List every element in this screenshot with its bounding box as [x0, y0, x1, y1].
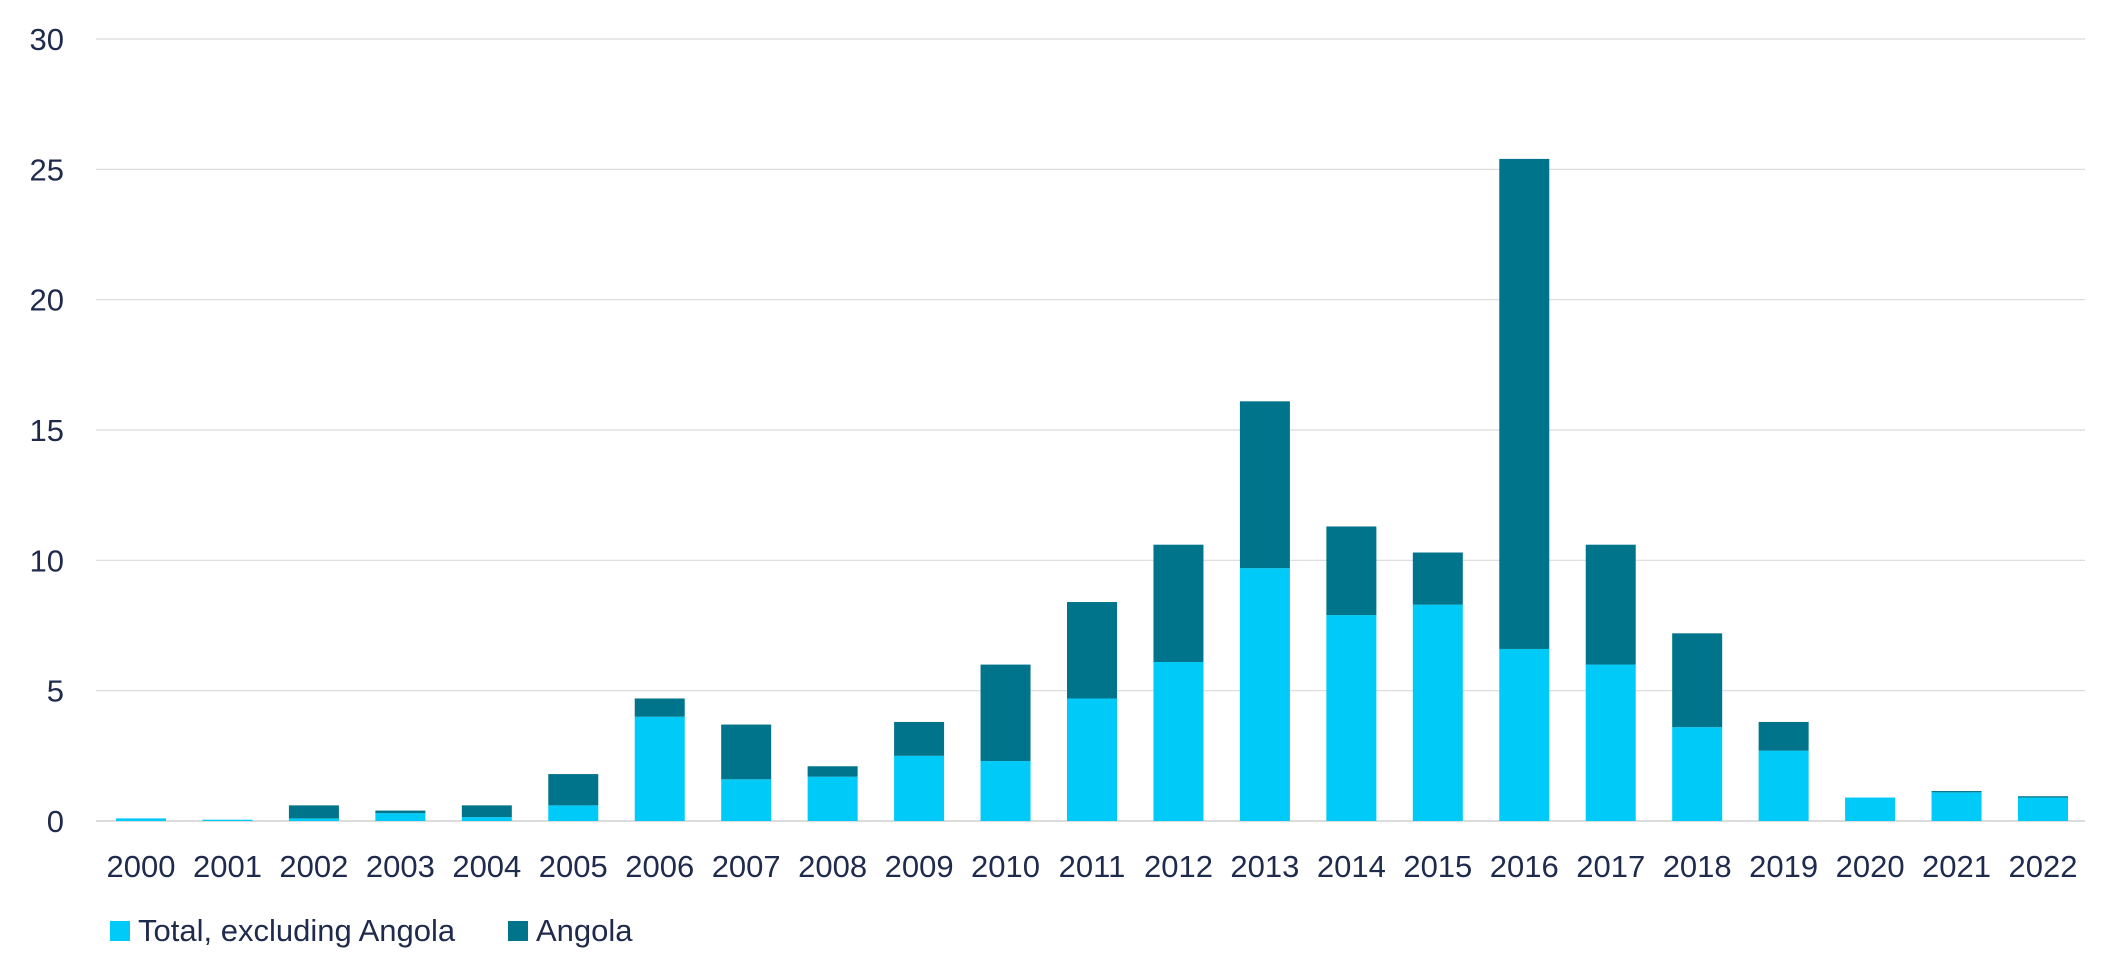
- bar-total-excluding-angola-2014: [1326, 615, 1377, 821]
- x-tick-label: 2012: [1144, 849, 1213, 884]
- bar-angola-2017: [1585, 544, 1636, 665]
- bar-total-excluding-angola-2019: [1758, 750, 1809, 821]
- bar-angola-2007: [721, 724, 772, 780]
- bar-total-excluding-angola-2016: [1499, 648, 1550, 821]
- bar-total-excluding-angola-2004: [461, 817, 512, 821]
- x-tick-label: 2002: [279, 849, 348, 884]
- legend-label: Total, excluding Angola: [138, 913, 456, 948]
- y-tick-label: 25: [30, 152, 64, 187]
- y-axis: 0 5 10 15 20 25 30: [30, 22, 64, 839]
- x-tick-label: 2006: [625, 849, 694, 884]
- y-tick-label: 0: [47, 804, 64, 839]
- bar-total-excluding-angola-2020: [1845, 797, 1896, 821]
- x-tick-label: 2004: [452, 849, 521, 884]
- y-tick-label: 15: [30, 413, 64, 448]
- x-tick-label: 2009: [885, 849, 954, 884]
- x-tick-label: 2008: [798, 849, 867, 884]
- bar-total-excluding-angola-2010: [980, 761, 1031, 821]
- bar-total-excluding-angola-2001: [202, 819, 253, 821]
- bar-total-excluding-angola-2017: [1585, 664, 1636, 821]
- y-tick-label: 5: [47, 674, 64, 709]
- bar-angola-2006: [634, 698, 685, 717]
- bar-angola-2021: [1931, 791, 1982, 793]
- bar-angola-2022: [2018, 796, 2068, 798]
- x-tick-label: 2021: [1922, 849, 1991, 884]
- bar-total-excluding-angola-2008: [807, 776, 858, 821]
- legend-label: Angola: [536, 913, 633, 948]
- legend: Total, excluding Angola Angola: [110, 913, 633, 948]
- bar-angola-2019: [1758, 721, 1809, 751]
- bar-angola-2008: [807, 766, 858, 777]
- bar-angola-2003: [375, 810, 426, 814]
- bar-angola-2014: [1326, 526, 1377, 616]
- bar-total-excluding-angola-2003: [375, 813, 426, 821]
- bar-total-excluding-angola-2009: [894, 755, 945, 821]
- bar-total-excluding-angola-2013: [1239, 568, 1290, 821]
- bar-angola-2016: [1499, 158, 1550, 649]
- x-axis: 2000 2001 2002 2003 2004 2005 2006 2007 2008 2009…: [107, 849, 2078, 884]
- bar-angola-2013: [1239, 401, 1290, 569]
- x-tick-label: 2019: [1749, 849, 1818, 884]
- x-tick-label: 2013: [1230, 849, 1299, 884]
- x-tick-label: 2016: [1490, 849, 1559, 884]
- x-tick-label: 2018: [1663, 849, 1732, 884]
- x-tick-label: 2007: [712, 849, 781, 884]
- y-tick-label: 10: [30, 543, 64, 578]
- bar-angola-2015: [1412, 552, 1463, 605]
- bar-total-excluding-angola-2006: [634, 716, 685, 821]
- bar-angola-2009: [894, 721, 945, 756]
- x-tick-label: 2015: [1403, 849, 1472, 884]
- bar-total-excluding-angola-2015: [1412, 604, 1463, 821]
- x-tick-label: 2011: [1059, 849, 1126, 884]
- bar-total-excluding-angola-2002: [288, 818, 339, 821]
- bar-angola-2011: [1067, 602, 1117, 699]
- bar-total-excluding-angola-2011: [1067, 698, 1117, 821]
- gridlines: [96, 38, 2085, 822]
- legend-swatch: [508, 921, 528, 941]
- x-tick-label: 2000: [107, 849, 176, 884]
- y-tick-label: 20: [30, 283, 64, 318]
- legend-swatch: [110, 921, 130, 941]
- bar-total-excluding-angola-2018: [1672, 727, 1723, 821]
- bar-angola-2002: [288, 805, 339, 819]
- bar-total-excluding-angola-2007: [721, 779, 772, 821]
- bar-total-excluding-angola-2022: [2018, 797, 2068, 821]
- bar-total-excluding-angola-2000: [116, 818, 166, 821]
- bar-total-excluding-angola-2021: [1931, 792, 1982, 821]
- x-tick-label: 2010: [971, 849, 1040, 884]
- x-tick-label: 2003: [366, 849, 435, 884]
- bar-angola-2005: [548, 774, 599, 806]
- x-tick-label: 2022: [2009, 849, 2078, 884]
- bar-angola-2018: [1672, 633, 1723, 728]
- bar-angola-2012: [1153, 544, 1204, 662]
- x-tick-label: 2020: [1836, 849, 1905, 884]
- bars: [116, 158, 2068, 821]
- x-tick-label: 2001: [193, 849, 262, 884]
- bar-total-excluding-angola-2012: [1153, 661, 1204, 821]
- bar-angola-2004: [461, 805, 512, 818]
- bar-angola-2010: [980, 664, 1031, 762]
- x-tick-label: 2014: [1317, 849, 1386, 884]
- x-tick-label: 2005: [539, 849, 608, 884]
- bar-total-excluding-angola-2005: [548, 805, 599, 821]
- x-tick-label: 2017: [1576, 849, 1645, 884]
- y-tick-label: 30: [30, 22, 64, 57]
